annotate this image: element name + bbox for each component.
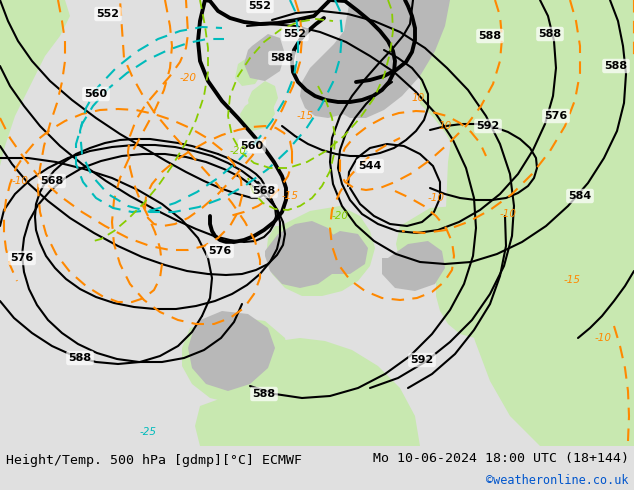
Polygon shape <box>0 0 70 166</box>
Polygon shape <box>318 231 368 274</box>
Polygon shape <box>0 0 50 126</box>
Text: 588: 588 <box>68 353 91 363</box>
Text: 592: 592 <box>476 121 500 131</box>
Polygon shape <box>248 81 278 116</box>
Polygon shape <box>382 241 445 291</box>
Text: 592: 592 <box>410 355 434 365</box>
Text: 588: 588 <box>538 29 562 39</box>
Text: ©weatheronline.co.uk: ©weatheronline.co.uk <box>486 473 629 487</box>
Text: Height/Temp. 500 hPa [gdmp][°C] ECMWF: Height/Temp. 500 hPa [gdmp][°C] ECMWF <box>6 454 302 466</box>
Text: -25: -25 <box>139 427 157 437</box>
Polygon shape <box>266 206 375 296</box>
Text: 560: 560 <box>240 141 264 151</box>
Polygon shape <box>490 0 634 336</box>
Polygon shape <box>235 56 263 86</box>
Polygon shape <box>330 0 450 118</box>
Text: 588: 588 <box>604 61 628 71</box>
Text: 10: 10 <box>411 93 425 103</box>
Text: 576: 576 <box>545 111 567 121</box>
Polygon shape <box>242 338 420 446</box>
Text: 588: 588 <box>252 389 276 399</box>
Polygon shape <box>420 0 634 338</box>
Text: -20: -20 <box>332 211 349 221</box>
Polygon shape <box>195 394 340 446</box>
Text: -15: -15 <box>297 111 313 121</box>
Text: 576: 576 <box>10 253 34 263</box>
Text: -15: -15 <box>564 275 581 285</box>
Polygon shape <box>182 316 290 404</box>
Polygon shape <box>265 221 340 288</box>
Text: 588: 588 <box>271 53 294 63</box>
Polygon shape <box>300 0 420 118</box>
Polygon shape <box>446 0 634 446</box>
Text: -10: -10 <box>500 209 517 219</box>
Text: -20: -20 <box>230 146 247 156</box>
Text: Mo 10-06-2024 18:00 UTC (18+144): Mo 10-06-2024 18:00 UTC (18+144) <box>373 451 629 465</box>
Text: 568: 568 <box>41 176 63 186</box>
Polygon shape <box>0 0 30 46</box>
Text: 568: 568 <box>252 186 276 196</box>
Text: 560: 560 <box>84 89 108 99</box>
Text: 576: 576 <box>209 246 231 256</box>
Text: -10: -10 <box>427 193 444 203</box>
Text: -20: -20 <box>179 73 197 83</box>
Text: 10: 10 <box>438 121 451 131</box>
Polygon shape <box>240 94 275 131</box>
Text: 552: 552 <box>283 29 306 39</box>
Text: 544: 544 <box>358 161 382 171</box>
Text: -10: -10 <box>11 176 29 186</box>
Text: -10: -10 <box>595 333 612 343</box>
Text: -15: -15 <box>281 191 299 201</box>
Text: 588: 588 <box>479 31 501 41</box>
Polygon shape <box>396 206 478 276</box>
Polygon shape <box>188 311 275 391</box>
Polygon shape <box>244 34 285 81</box>
Text: 552: 552 <box>249 1 271 11</box>
Polygon shape <box>328 241 368 282</box>
Text: 584: 584 <box>568 191 592 201</box>
Text: 552: 552 <box>96 9 119 19</box>
